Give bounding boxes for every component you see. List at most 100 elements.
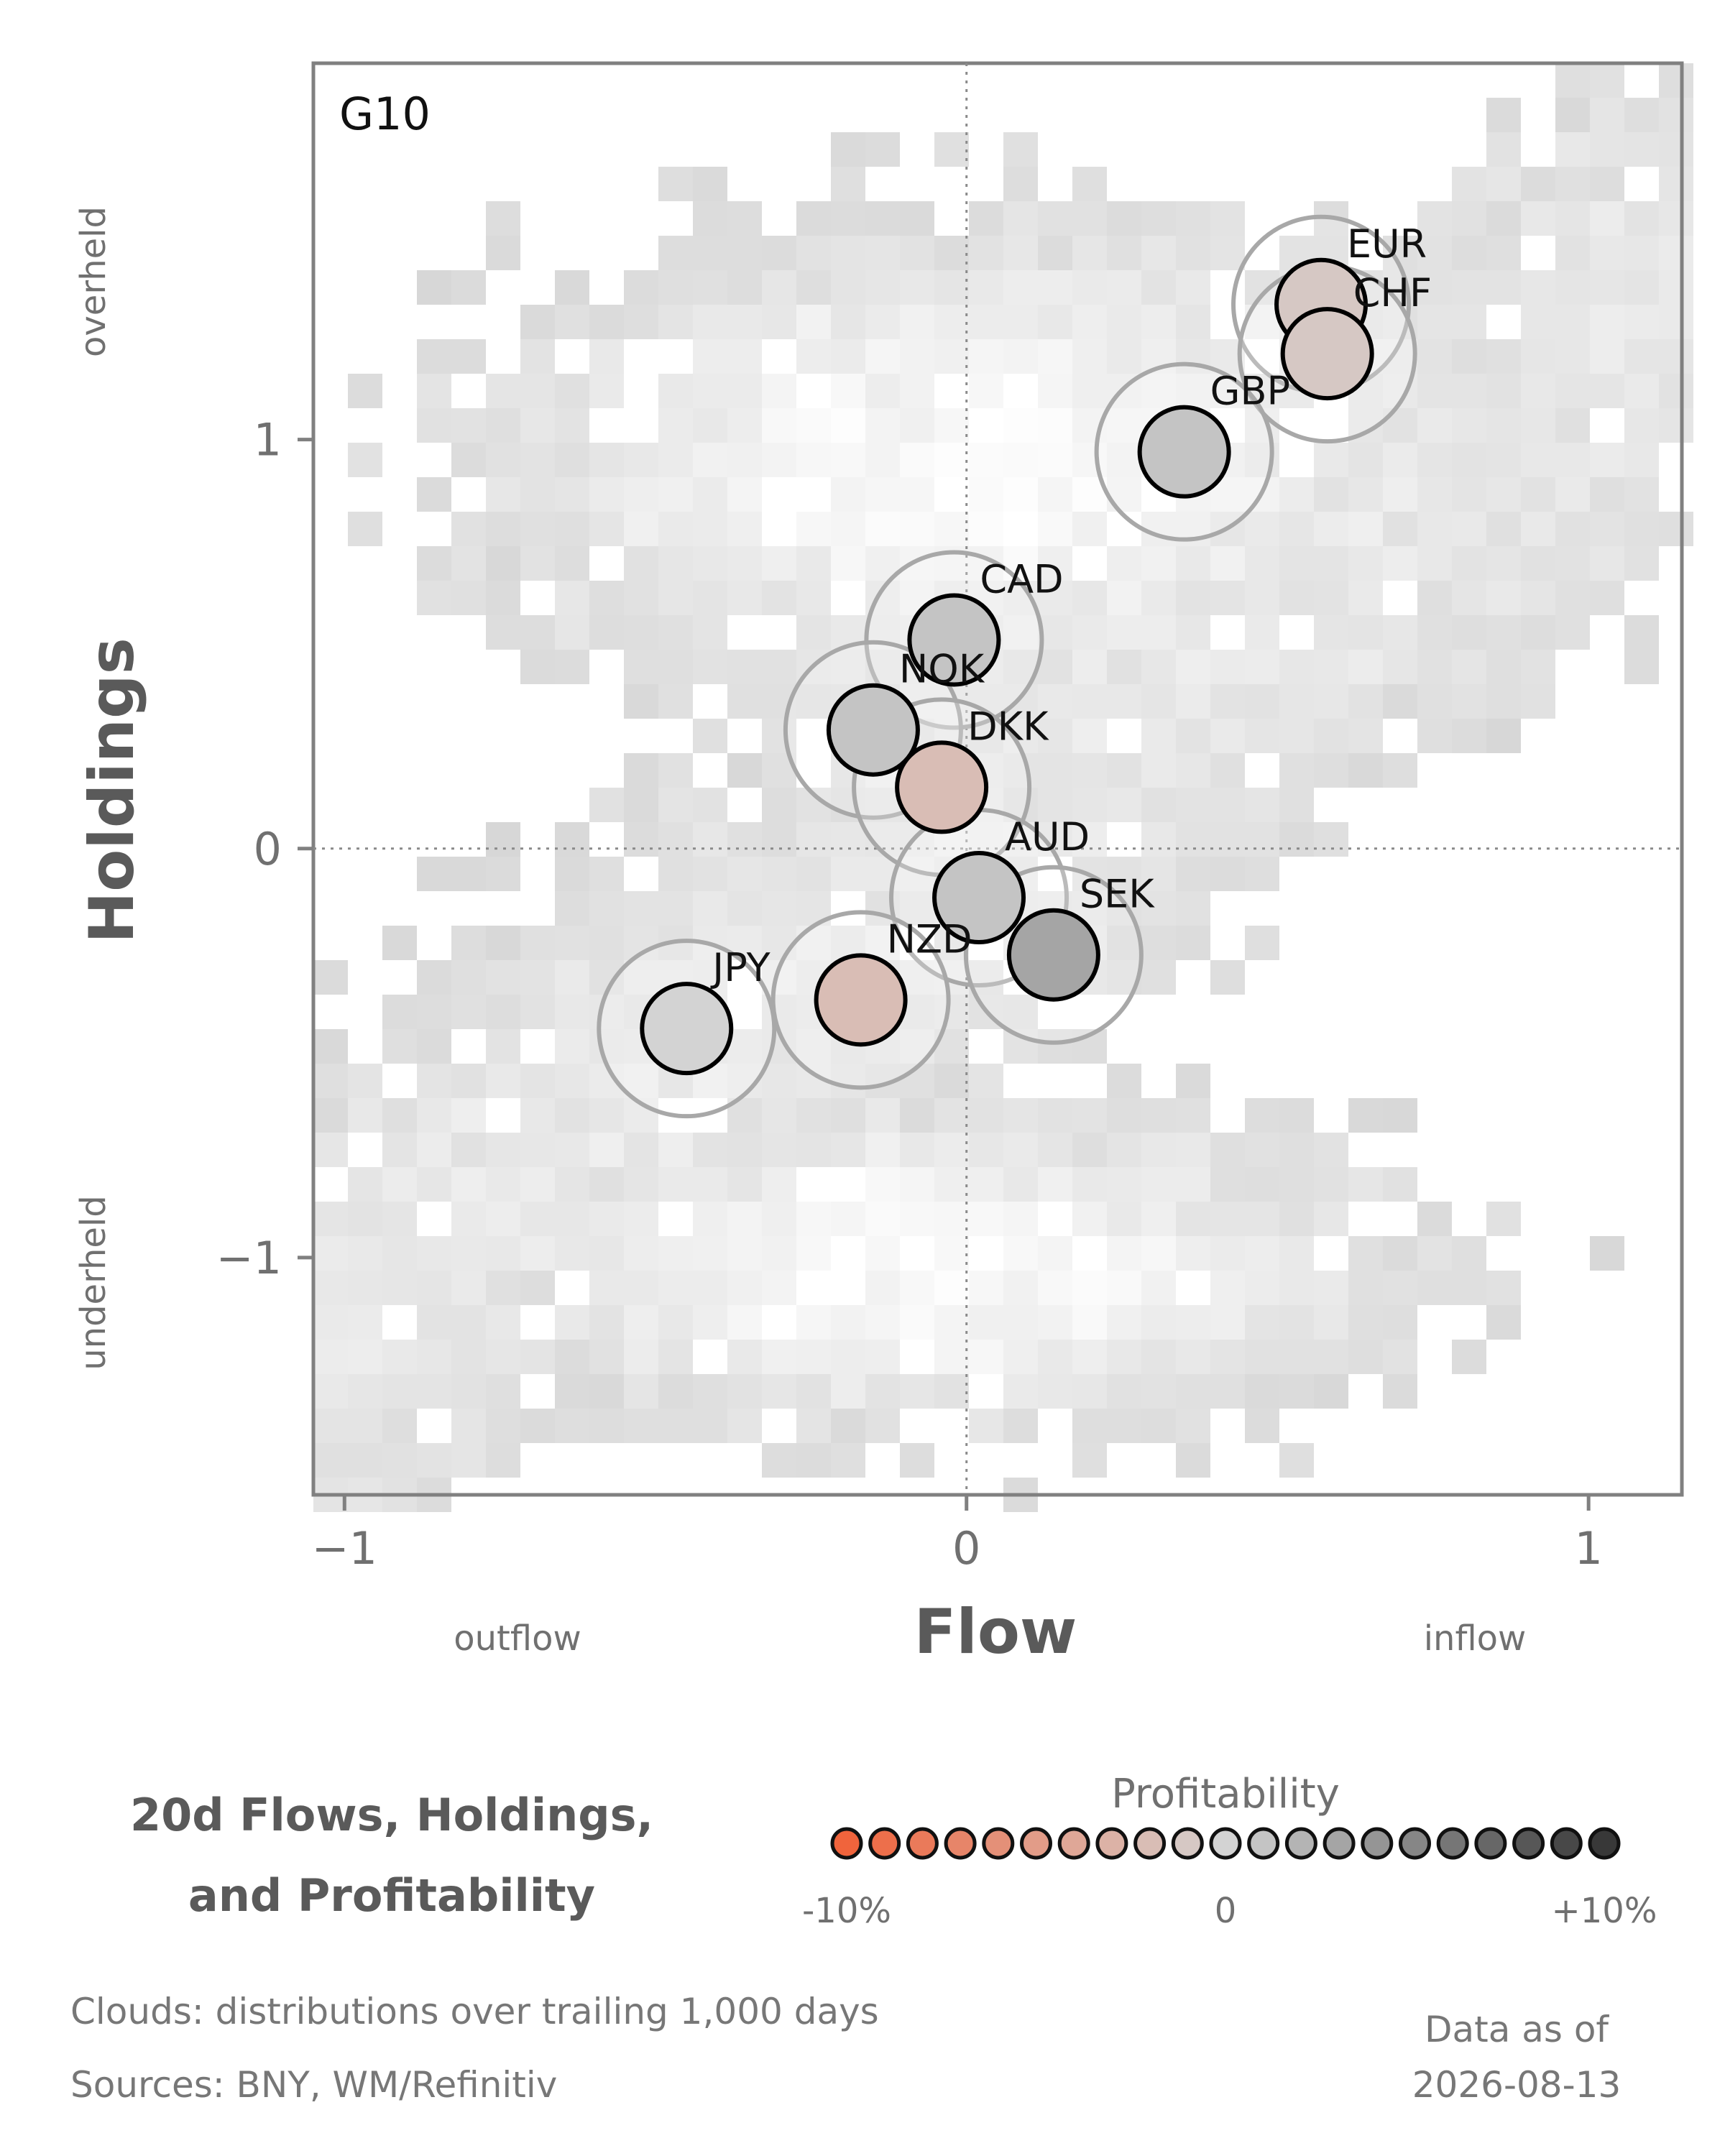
heatmap-cell [727,1305,762,1340]
heatmap-cell [1555,512,1590,546]
heatmap-cell [1072,270,1107,305]
heatmap-cell [762,650,796,684]
heatmap-cell [1072,1133,1107,1167]
heatmap-cell [1348,546,1383,581]
heatmap-cell [900,477,934,512]
heatmap-cell [1486,1305,1521,1340]
heatmap-cell [382,1167,417,1202]
heatmap-cell [1107,788,1141,822]
heatmap-cell [1176,788,1210,822]
legend-dot [1361,1827,1394,1860]
heatmap-cell [451,1133,486,1167]
heatmap-cell [1210,201,1245,236]
heatmap-cell [1038,236,1072,270]
heatmap-cell [1314,684,1348,719]
heatmap-cell [693,477,727,512]
heatmap-cell [1486,98,1521,132]
heatmap-cell [727,512,762,546]
heatmap-cell [693,1202,727,1236]
heatmap-cell [934,443,969,477]
heatmap-cell [796,1202,831,1236]
heatmap-cell [658,408,693,443]
heatmap-cell [1141,788,1176,822]
heatmap-cell [727,581,762,615]
heatmap-cell [1383,1340,1417,1374]
heatmap-cell [1452,684,1486,719]
legend-mid-label: 0 [1215,1891,1237,1931]
heatmap-cell [1038,1374,1072,1409]
heatmap-cell [1659,374,1693,408]
heatmap-cell [1590,236,1624,270]
heatmap-cell [313,1271,348,1305]
heatmap-cell [658,1236,693,1271]
heatmap-cell [1141,650,1176,684]
heatmap-cell [1245,615,1279,650]
heatmap-cell [658,684,693,719]
legend-dot [1247,1827,1280,1860]
heatmap-cell [1383,753,1417,788]
heatmap-cell [796,926,831,960]
heatmap-cell [1141,1133,1176,1167]
heatmap-cell [727,753,762,788]
heatmap-cell [831,408,865,443]
heatmap-cell [1417,1202,1452,1236]
heatmap-cell [727,374,762,408]
heatmap-cell [1624,305,1659,339]
heatmap-cell [589,788,624,822]
heatmap-cell [589,1305,624,1340]
heatmap-cell [1417,270,1452,305]
heatmap-cell [900,512,934,546]
heatmap-cell [727,201,762,236]
heatmap-cell [589,477,624,512]
heatmap-cell [486,926,520,960]
heatmap-cell [1383,1271,1417,1305]
heatmap-cell [1383,615,1417,650]
heatmap-cell [1314,1340,1348,1374]
heatmap-cell [589,512,624,546]
heatmap-cell [796,1305,831,1340]
heatmap-cell [1107,857,1141,891]
heatmap-cell [1624,374,1659,408]
heatmap-cell [486,1305,520,1340]
heatmap-cell [555,546,589,581]
heatmap-cell [1141,1098,1176,1133]
x-axis-title: Flow [914,1596,1077,1668]
heatmap-cell [796,615,831,650]
heatmap-cell [1555,443,1590,477]
heatmap-cell [796,857,831,891]
heatmap-cell [693,857,727,891]
heatmap-cell [1521,167,1555,201]
heatmap-cell [1072,684,1107,719]
heatmap-cell [796,443,831,477]
heatmap-cell [1279,684,1314,719]
heatmap-cell [1107,1133,1141,1167]
heatmap-cell [865,1305,900,1340]
heatmap-cell [417,1236,451,1271]
heatmap-cell [1245,788,1279,822]
as-of-label: Data as of [1424,2009,1609,2050]
heatmap-cell [1555,408,1590,443]
heatmap-cell [1624,201,1659,236]
heatmap-cell [1417,1271,1452,1305]
heatmap-cell [1141,1271,1176,1305]
heatmap-cell [451,546,486,581]
heatmap-cell [1486,719,1521,753]
heatmap-cell [934,236,969,270]
heatmap-cell [417,477,451,512]
heatmap-cell [1417,615,1452,650]
heatmap-cell [1038,684,1072,719]
heatmap-cell [555,1064,589,1098]
legend-dot [1474,1827,1507,1860]
heatmap-cell [762,546,796,581]
heatmap-cell [1003,615,1038,650]
heatmap-cell [969,443,1003,477]
heatmap-cell [1486,546,1521,581]
heatmap-cell [658,891,693,926]
heatmap-cell [1624,270,1659,305]
heatmap-cell [451,339,486,374]
heatmap-cell [1141,305,1176,339]
heatmap-cell [1141,926,1176,960]
heatmap-cell [1555,305,1590,339]
heatmap-cell [900,236,934,270]
heatmap-cell [1555,236,1590,270]
